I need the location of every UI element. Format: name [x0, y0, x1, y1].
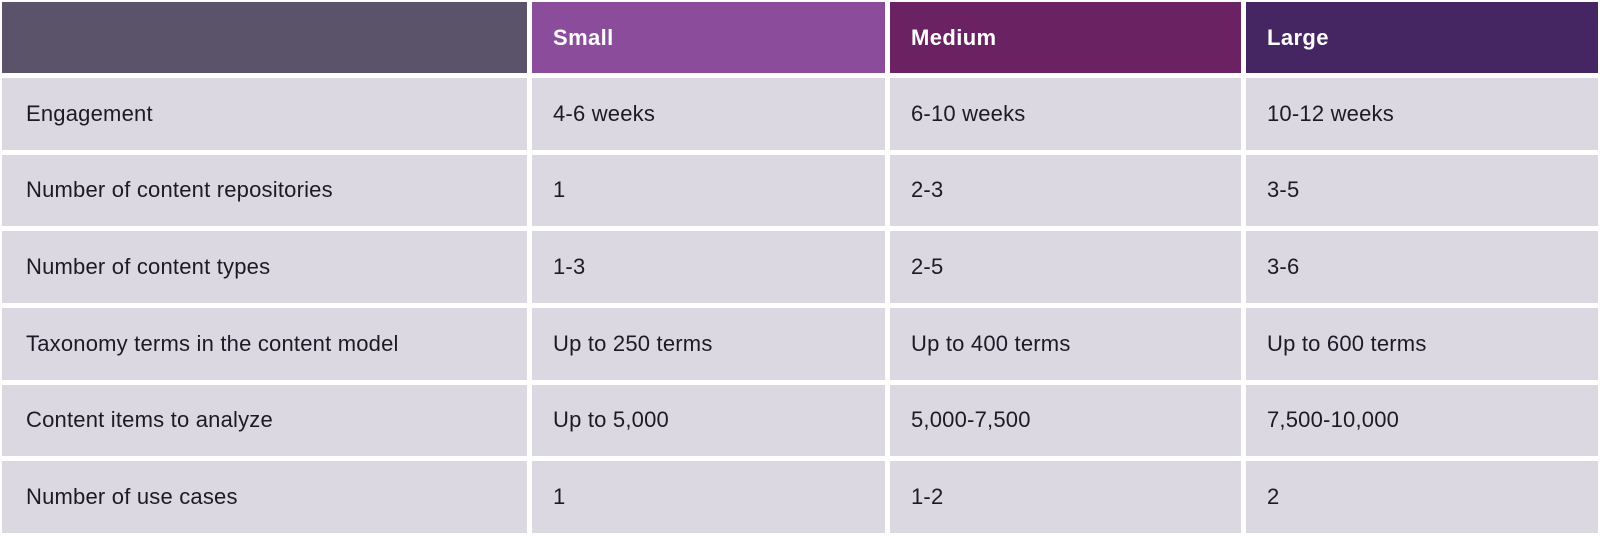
header-corner-cell — [2, 2, 527, 73]
cell-content-items-small: Up to 5,000 — [532, 384, 885, 457]
cell-taxonomy-small: Up to 250 terms — [532, 307, 885, 380]
cell-value: 4-6 weeks — [553, 100, 656, 126]
header-label-medium: Medium — [911, 24, 997, 50]
cell-value: 2 — [1267, 484, 1280, 510]
cell-engagement-medium: 6-10 weeks — [890, 78, 1241, 150]
row-label-text: Number of content repositories — [26, 177, 333, 203]
cell-use-cases-medium: 1-2 — [890, 461, 1241, 533]
cell-value: 6-10 weeks — [911, 100, 1026, 126]
cell-repositories-medium: 2-3 — [890, 154, 1241, 227]
cell-value: Up to 250 terms — [553, 330, 713, 356]
cell-content-items-large: 7,500-10,000 — [1246, 384, 1598, 457]
row-label-content-types: Number of content types — [2, 231, 527, 303]
row-label-text: Engagement — [26, 100, 153, 126]
header-cell-medium: Medium — [890, 2, 1241, 73]
cell-use-cases-large: 2 — [1246, 461, 1598, 533]
cell-value: 1 — [553, 177, 566, 203]
cell-value: 10-12 weeks — [1267, 100, 1394, 126]
cell-repositories-large: 3-5 — [1246, 154, 1598, 227]
cell-value: 7,500-10,000 — [1267, 407, 1400, 433]
cell-value: 3-5 — [1267, 177, 1300, 203]
row-label-text: Taxonomy terms in the content model — [26, 330, 399, 356]
cell-engagement-large: 10-12 weeks — [1246, 78, 1598, 150]
cell-taxonomy-medium: Up to 400 terms — [890, 307, 1241, 380]
cell-value: 2-5 — [911, 254, 944, 280]
row-label-text: Number of use cases — [26, 484, 238, 510]
cell-taxonomy-large: Up to 600 terms — [1246, 307, 1598, 380]
cell-content-types-small: 1-3 — [532, 231, 885, 303]
cell-repositories-small: 1 — [532, 154, 885, 227]
row-label-text: Number of content types — [26, 254, 271, 280]
cell-content-types-large: 3-6 — [1246, 231, 1598, 303]
row-label-content-repositories: Number of content repositories — [2, 154, 527, 227]
header-cell-large: Large — [1246, 2, 1598, 73]
row-label-use-cases: Number of use cases — [2, 461, 527, 533]
cell-content-items-medium: 5,000-7,500 — [890, 384, 1241, 457]
cell-use-cases-small: 1 — [532, 461, 885, 533]
cell-value: Up to 600 terms — [1267, 330, 1427, 356]
cell-value: Up to 5,000 — [553, 407, 669, 433]
cell-value: 5,000-7,500 — [911, 407, 1031, 433]
cell-engagement-small: 4-6 weeks — [532, 78, 885, 150]
cell-value: 1 — [553, 484, 566, 510]
cell-value: 1-2 — [911, 484, 944, 510]
cell-value: 1-3 — [553, 254, 586, 280]
cell-value: 2-3 — [911, 177, 944, 203]
header-label-large: Large — [1267, 24, 1329, 50]
row-label-content-items: Content items to analyze — [2, 384, 527, 457]
row-label-text: Content items to analyze — [26, 407, 273, 433]
row-label-engagement: Engagement — [2, 78, 527, 150]
cell-value: Up to 400 terms — [911, 330, 1071, 356]
cell-value: 3-6 — [1267, 254, 1300, 280]
header-label-small: Small — [553, 24, 614, 50]
cell-content-types-medium: 2-5 — [890, 231, 1241, 303]
row-label-taxonomy-terms: Taxonomy terms in the content model — [2, 307, 527, 380]
header-cell-small: Small — [532, 2, 885, 73]
